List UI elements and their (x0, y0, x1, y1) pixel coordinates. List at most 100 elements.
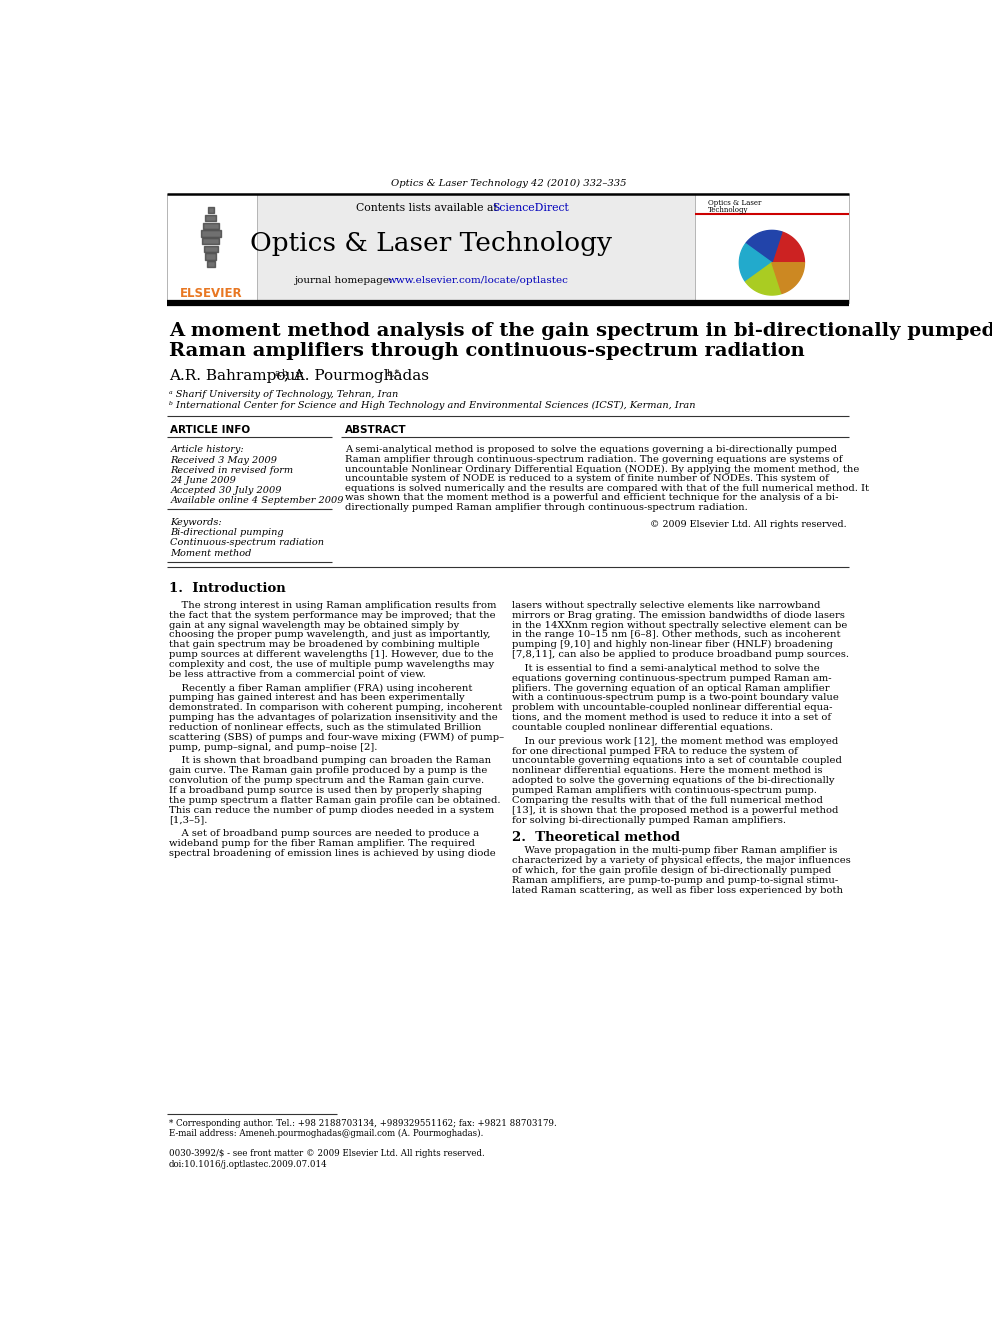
Text: Continuous-spectrum radiation: Continuous-spectrum radiation (171, 538, 324, 548)
Polygon shape (746, 230, 782, 263)
Text: uncountable system of NODE is reduced to a system of finite number of NODEs. Thi: uncountable system of NODE is reduced to… (345, 474, 828, 483)
Text: E-mail address: Ameneh.pourmoghadas@gmail.com (A. Pourmoghadas).: E-mail address: Ameneh.pourmoghadas@gmai… (169, 1129, 483, 1138)
Text: Recently a fiber Raman amplifier (FRA) using incoherent: Recently a fiber Raman amplifier (FRA) u… (169, 684, 472, 693)
Text: characterized by a variety of physical effects, the major influences: characterized by a variety of physical e… (512, 856, 850, 865)
Polygon shape (746, 263, 782, 295)
Text: pumped Raman amplifiers with continuous-spectrum pump.: pumped Raman amplifiers with continuous-… (512, 786, 816, 795)
Text: This can reduce the number of pump diodes needed in a system: This can reduce the number of pump diode… (169, 806, 494, 815)
Text: the pump spectrum a flatter Raman gain profile can be obtained.: the pump spectrum a flatter Raman gain p… (169, 796, 500, 804)
Text: 24 June 2009: 24 June 2009 (171, 476, 236, 486)
Text: Article history:: Article history: (171, 446, 244, 454)
Text: [7,8,11], can also be applied to produce broadband pump sources.: [7,8,11], can also be applied to produce… (512, 650, 848, 659)
Text: mirrors or Brag grating. The emission bandwidths of diode lasers: mirrors or Brag grating. The emission ba… (512, 611, 844, 619)
Text: Technology: Technology (708, 205, 749, 213)
Bar (167, 194, 695, 302)
Text: equations is solved numerically and the results are compared with that of the fu: equations is solved numerically and the … (345, 484, 869, 493)
Text: lated Raman scattering, as well as fiber loss experienced by both: lated Raman scattering, as well as fiber… (512, 885, 842, 894)
Text: countable coupled nonlinear differential equations.: countable coupled nonlinear differential… (512, 722, 773, 732)
Text: ELSEVIER: ELSEVIER (180, 287, 242, 300)
Polygon shape (772, 232, 805, 263)
Text: 1.  Introduction: 1. Introduction (169, 582, 286, 595)
Text: gain curve. The Raman gain profile produced by a pump is the: gain curve. The Raman gain profile produ… (169, 766, 487, 775)
Text: ScienceDirect: ScienceDirect (492, 202, 568, 213)
Text: Wave propagation in the multi-pump fiber Raman amplifier is: Wave propagation in the multi-pump fiber… (512, 847, 837, 855)
Polygon shape (739, 243, 772, 282)
Text: It is essential to find a semi-analytical method to solve the: It is essential to find a semi-analytica… (512, 664, 819, 673)
Text: with a continuous-spectrum pump is a two-point boundary value: with a continuous-spectrum pump is a two… (512, 693, 838, 703)
Text: scattering (SBS) of pumps and four-wave mixing (FWM) of pump–: scattering (SBS) of pumps and four-wave … (169, 733, 504, 742)
Text: Available online 4 September 2009: Available online 4 September 2009 (171, 496, 344, 505)
Text: pumping has gained interest and has been experimentally: pumping has gained interest and has been… (169, 693, 464, 703)
Text: ᵇ International Center for Science and High Technology and Environmental Science: ᵇ International Center for Science and H… (169, 401, 695, 410)
Text: The strong interest in using Raman amplification results from: The strong interest in using Raman ampli… (169, 601, 496, 610)
Text: spectral broadening of emission lines is achieved by using diode: spectral broadening of emission lines is… (169, 849, 496, 857)
Text: pumping [9,10] and highly non-linear fiber (HNLF) broadening: pumping [9,10] and highly non-linear fib… (512, 640, 832, 650)
Text: equations governing continuous-spectrum pumped Raman am-: equations governing continuous-spectrum … (512, 673, 831, 683)
Text: lasers without spectrally selective elements like narrowband: lasers without spectrally selective elem… (512, 601, 819, 610)
Text: Raman amplifier through continuous-spectrum radiation. The governing equations a: Raman amplifier through continuous-spect… (345, 455, 842, 464)
Bar (695, 194, 848, 303)
Text: in the range 10–15 nm [6–8]. Other methods, such as incoherent: in the range 10–15 nm [6–8]. Other metho… (512, 631, 840, 639)
Text: pump sources at different wavelengths [1]. However, due to the: pump sources at different wavelengths [1… (169, 650, 494, 659)
Text: [1,3–5].: [1,3–5]. (169, 815, 207, 824)
Text: www.elsevier.com/locate/optlastec: www.elsevier.com/locate/optlastec (388, 277, 568, 284)
Text: choosing the proper pump wavelength, and just as importantly,: choosing the proper pump wavelength, and… (169, 631, 490, 639)
Text: Received 3 May 2009: Received 3 May 2009 (171, 456, 278, 466)
Text: A semi-analytical method is proposed to solve the equations governing a bi-direc: A semi-analytical method is proposed to … (345, 446, 837, 454)
Text: Bi-directional pumping: Bi-directional pumping (171, 528, 284, 537)
Text: convolution of the pump spectrum and the Raman gain curve.: convolution of the pump spectrum and the… (169, 777, 484, 785)
Text: ARTICLE INFO: ARTICLE INFO (171, 425, 251, 435)
Text: Optics & Laser Technology 42 (2010) 332–335: Optics & Laser Technology 42 (2010) 332–… (391, 179, 626, 188)
Text: wideband pump for the fiber Raman amplifier. The required: wideband pump for the fiber Raman amplif… (169, 839, 475, 848)
Text: Accepted 30 July 2009: Accepted 30 July 2009 (171, 486, 282, 495)
Text: Optics & Laser: Optics & Laser (708, 200, 762, 208)
Text: Optics & Laser Technology: Optics & Laser Technology (250, 232, 612, 255)
Text: directionally pumped Raman amplifier through continuous-spectrum radiation.: directionally pumped Raman amplifier thr… (345, 503, 748, 512)
Text: pumping has the advantages of polarization insensitivity and the: pumping has the advantages of polarizati… (169, 713, 498, 722)
Text: was shown that the moment method is a powerful and efficient technique for the a: was shown that the moment method is a po… (345, 493, 838, 503)
Text: adopted to solve the governing equations of the bi-directionally: adopted to solve the governing equations… (512, 777, 834, 785)
Text: demonstrated. In comparison with coherent pumping, incoherent: demonstrated. In comparison with coheren… (169, 704, 502, 712)
Polygon shape (772, 263, 805, 294)
Text: Keywords:: Keywords: (171, 517, 222, 527)
Text: plifiers. The governing equation of an optical Raman amplifier: plifiers. The governing equation of an o… (512, 684, 829, 692)
Text: Raman amplifiers through continuous-spectrum radiation: Raman amplifiers through continuous-spec… (169, 343, 805, 360)
Text: for one directional pumped FRA to reduce the system of: for one directional pumped FRA to reduce… (512, 746, 798, 755)
Text: a,b: a,b (275, 368, 289, 377)
Text: © 2009 Elsevier Ltd. All rights reserved.: © 2009 Elsevier Ltd. All rights reserved… (650, 520, 846, 529)
Text: If a broadband pump source is used then by properly shaping: If a broadband pump source is used then … (169, 786, 482, 795)
Text: Moment method: Moment method (171, 549, 252, 557)
Text: A moment method analysis of the gain spectrum in bi-directionally pumped: A moment method analysis of the gain spe… (169, 323, 992, 340)
Text: that gain spectrum may be broadened by combining multiple: that gain spectrum may be broadened by c… (169, 640, 480, 650)
Text: pump, pump–signal, and pump–noise [2].: pump, pump–signal, and pump–noise [2]. (169, 742, 377, 751)
Text: of which, for the gain profile design of bi-directionally pumped: of which, for the gain profile design of… (512, 865, 830, 875)
Text: 2.  Theoretical method: 2. Theoretical method (512, 831, 680, 844)
Text: In our previous work [12], the moment method was employed: In our previous work [12], the moment me… (512, 737, 838, 746)
Text: nonlinear differential equations. Here the moment method is: nonlinear differential equations. Here t… (512, 766, 822, 775)
Text: in the 14XXnm region without spectrally selective element can be: in the 14XXnm region without spectrally … (512, 620, 847, 630)
Text: ᵃ Sharif University of Technology, Tehran, Iran: ᵃ Sharif University of Technology, Tehra… (169, 390, 398, 398)
Text: complexity and cost, the use of multiple pump wavelengths may: complexity and cost, the use of multiple… (169, 660, 494, 669)
Text: A.R. Bahrampour: A.R. Bahrampour (169, 369, 303, 382)
Text: reduction of nonlinear effects, such as the stimulated Brillion: reduction of nonlinear effects, such as … (169, 722, 481, 732)
Text: 0030-3992/$ - see front matter © 2009 Elsevier Ltd. All rights reserved.: 0030-3992/$ - see front matter © 2009 El… (169, 1150, 485, 1158)
Text: [13], it is shown that the proposed method is a powerful method: [13], it is shown that the proposed meth… (512, 806, 838, 815)
Text: uncountable governing equations into a set of countable coupled: uncountable governing equations into a s… (512, 757, 841, 766)
Text: tions, and the moment method is used to reduce it into a set of: tions, and the moment method is used to … (512, 713, 830, 722)
Text: Comparing the results with that of the full numerical method: Comparing the results with that of the f… (512, 796, 822, 804)
Text: It is shown that broadband pumping can broaden the Raman: It is shown that broadband pumping can b… (169, 757, 491, 766)
Bar (167, 194, 257, 303)
Text: the fact that the system performance may be improved; that the: the fact that the system performance may… (169, 611, 496, 619)
Text: ABSTRACT: ABSTRACT (345, 425, 407, 435)
Text: Received in revised form: Received in revised form (171, 466, 294, 475)
Text: , A. Pourmoghadas: , A. Pourmoghadas (284, 369, 429, 382)
Text: journal homepage:: journal homepage: (295, 277, 396, 284)
Text: Raman amplifiers, are pump-to-pump and pump-to-signal stimu-: Raman amplifiers, are pump-to-pump and p… (512, 876, 838, 885)
Text: A set of broadband pump sources are needed to produce a: A set of broadband pump sources are need… (169, 830, 479, 839)
Text: be less attractive from a commercial point of view.: be less attractive from a commercial poi… (169, 669, 426, 679)
Text: doi:10.1016/j.optlastec.2009.07.014: doi:10.1016/j.optlastec.2009.07.014 (169, 1160, 327, 1170)
Text: for solving bi-directionally pumped Raman amplifiers.: for solving bi-directionally pumped Rama… (512, 815, 786, 824)
Text: problem with uncountable-coupled nonlinear differential equa-: problem with uncountable-coupled nonline… (512, 704, 832, 712)
Text: gain at any signal wavelength may be obtained simply by: gain at any signal wavelength may be obt… (169, 620, 459, 630)
Text: * Corresponding author. Tel.: +98 2188703134, +989329551162; fax: +9821 88703179: * Corresponding author. Tel.: +98 218870… (169, 1119, 557, 1129)
